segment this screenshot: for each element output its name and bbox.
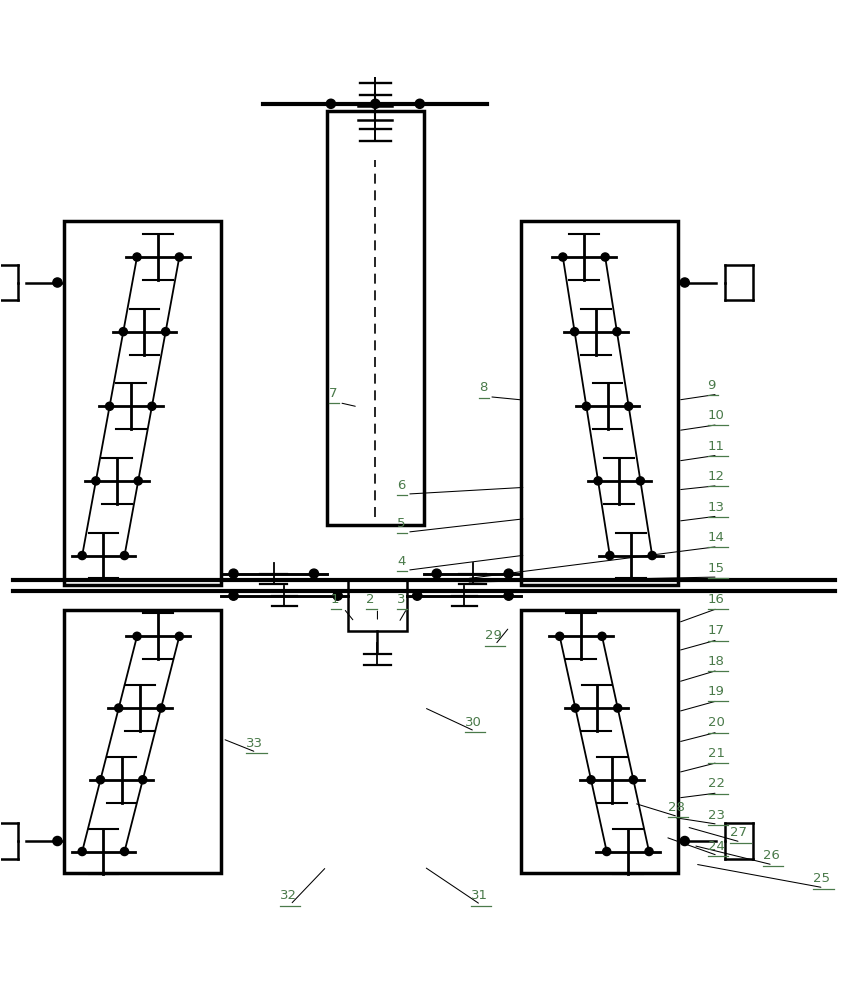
Text: 32: 32: [280, 889, 297, 902]
Circle shape: [139, 776, 147, 784]
Circle shape: [598, 632, 606, 640]
Text: 13: 13: [707, 501, 724, 514]
Circle shape: [229, 569, 238, 578]
Text: 12: 12: [707, 470, 724, 483]
Circle shape: [53, 836, 62, 846]
Text: 25: 25: [813, 872, 830, 885]
Text: 4: 4: [397, 555, 405, 568]
Circle shape: [504, 569, 513, 578]
Circle shape: [605, 551, 614, 560]
Text: 7: 7: [329, 387, 338, 400]
Circle shape: [645, 847, 653, 856]
Circle shape: [601, 253, 609, 261]
Circle shape: [120, 328, 127, 336]
Circle shape: [310, 569, 319, 578]
Text: 3: 3: [397, 593, 405, 606]
Circle shape: [614, 704, 622, 712]
Circle shape: [432, 569, 441, 578]
Text: 9: 9: [707, 379, 716, 392]
Bar: [522, 221, 678, 585]
Circle shape: [105, 402, 114, 410]
Bar: [326, 111, 424, 525]
Text: 8: 8: [479, 381, 488, 394]
Circle shape: [594, 477, 602, 485]
Circle shape: [162, 328, 170, 336]
Circle shape: [133, 632, 141, 640]
Text: 14: 14: [707, 531, 724, 544]
Text: 29: 29: [485, 629, 502, 642]
Bar: [64, 221, 220, 585]
Circle shape: [648, 551, 656, 560]
Circle shape: [97, 776, 104, 784]
Circle shape: [680, 836, 689, 846]
Circle shape: [229, 591, 238, 600]
Text: 10: 10: [707, 409, 724, 422]
Circle shape: [572, 704, 579, 712]
Circle shape: [326, 99, 336, 108]
Text: 15: 15: [707, 562, 724, 575]
Circle shape: [416, 99, 424, 108]
Text: 18: 18: [707, 655, 724, 668]
Bar: [522, 610, 678, 873]
Text: 24: 24: [707, 840, 724, 853]
Circle shape: [603, 847, 611, 856]
Circle shape: [157, 704, 165, 712]
Text: 2: 2: [366, 593, 375, 606]
Circle shape: [583, 402, 590, 410]
Bar: [64, 610, 220, 873]
Circle shape: [114, 704, 123, 712]
Text: 31: 31: [471, 889, 488, 902]
Bar: [348, 580, 407, 631]
Circle shape: [413, 591, 421, 600]
Circle shape: [53, 278, 62, 287]
Circle shape: [629, 776, 638, 784]
Circle shape: [613, 328, 621, 336]
Circle shape: [176, 253, 183, 261]
Circle shape: [587, 776, 595, 784]
Text: 20: 20: [707, 716, 724, 729]
Text: 26: 26: [762, 849, 779, 862]
Circle shape: [176, 632, 183, 640]
Text: 27: 27: [730, 826, 747, 839]
Circle shape: [120, 847, 129, 856]
Circle shape: [559, 253, 567, 261]
Circle shape: [636, 477, 644, 485]
Text: 19: 19: [707, 685, 724, 698]
Circle shape: [78, 551, 86, 560]
Circle shape: [571, 328, 578, 336]
Text: 23: 23: [707, 809, 724, 822]
Circle shape: [120, 551, 129, 560]
Circle shape: [680, 278, 689, 287]
Circle shape: [78, 847, 86, 856]
Circle shape: [148, 402, 156, 410]
Circle shape: [625, 402, 633, 410]
Text: 1: 1: [331, 593, 339, 606]
Text: 11: 11: [707, 440, 724, 453]
Text: 16: 16: [707, 593, 724, 606]
Circle shape: [504, 591, 513, 600]
Text: 28: 28: [668, 801, 684, 814]
Text: 17: 17: [707, 624, 724, 637]
Circle shape: [555, 632, 564, 640]
Text: 5: 5: [397, 517, 405, 530]
Circle shape: [92, 477, 100, 485]
Circle shape: [333, 591, 343, 600]
Text: 22: 22: [707, 777, 724, 790]
Circle shape: [371, 99, 380, 108]
Circle shape: [134, 477, 142, 485]
Text: 6: 6: [397, 479, 405, 492]
Text: 21: 21: [707, 747, 724, 760]
Text: 30: 30: [465, 716, 482, 729]
Circle shape: [133, 253, 141, 261]
Text: 33: 33: [246, 737, 263, 750]
